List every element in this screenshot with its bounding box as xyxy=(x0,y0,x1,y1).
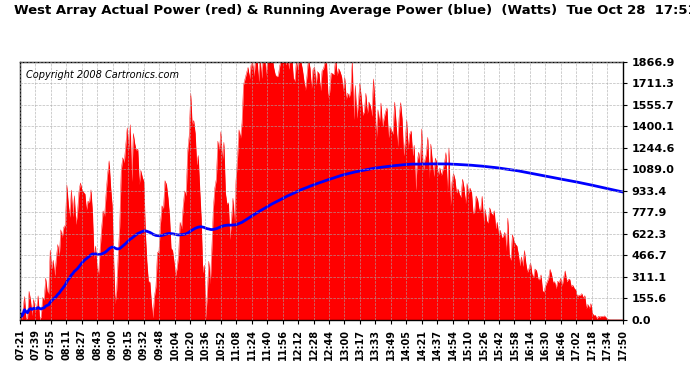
Text: Copyright 2008 Cartronics.com: Copyright 2008 Cartronics.com xyxy=(26,70,179,80)
Text: West Array Actual Power (red) & Running Average Power (blue)  (Watts)  Tue Oct 2: West Array Actual Power (red) & Running … xyxy=(14,4,690,17)
